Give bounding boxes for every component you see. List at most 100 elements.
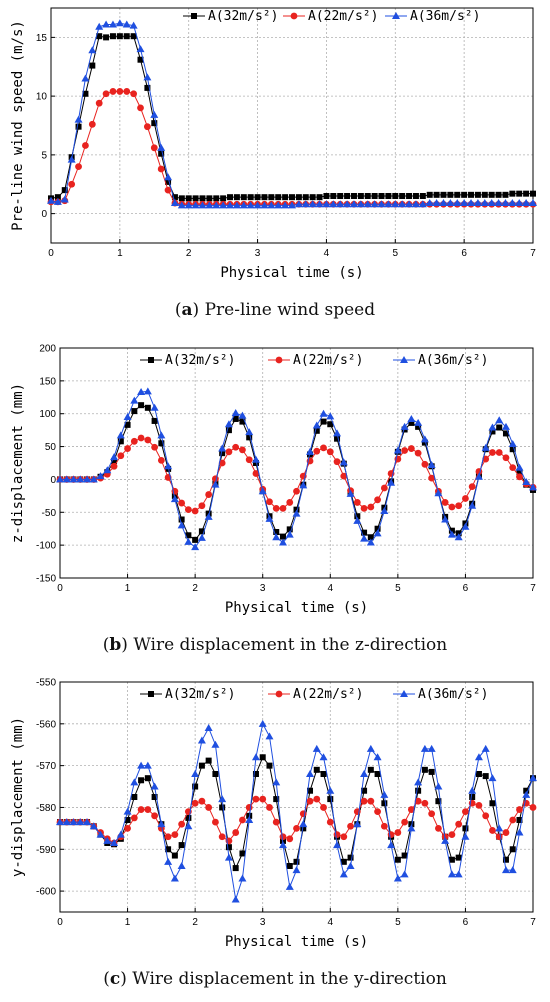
data-point: [266, 804, 273, 811]
data-point: [312, 421, 321, 429]
data-point: [150, 782, 159, 790]
series-line: [50, 35, 533, 199]
data-point: [245, 428, 254, 436]
data-point: [184, 201, 193, 209]
data-point: [96, 472, 105, 480]
data-point: [239, 446, 246, 454]
data-point: [378, 193, 385, 199]
data-point: [157, 143, 166, 151]
data-point: [198, 762, 205, 769]
y-tick-label: -600: [36, 887, 56, 898]
data-point: [197, 533, 206, 541]
data-point: [421, 799, 429, 807]
y-tick-label: 10: [36, 92, 48, 103]
data-point: [295, 194, 302, 201]
y-tick-label: 150: [39, 376, 56, 387]
caption-b: (b) Wire displacement in the z-direction: [102, 635, 448, 655]
data-point: [164, 186, 172, 194]
data-point: [178, 195, 185, 202]
data-point: [398, 200, 407, 208]
x-tick-label: 5: [395, 917, 401, 928]
data-point: [515, 199, 524, 207]
data-point: [239, 201, 248, 209]
data-point: [367, 766, 374, 773]
legend-label: A(32m/s²): [208, 9, 278, 24]
data-point: [319, 409, 328, 417]
data-point: [516, 806, 523, 813]
caption-letter: a: [181, 300, 193, 320]
data-point: [319, 753, 328, 761]
data-point: [102, 90, 110, 98]
data-point: [68, 180, 76, 188]
data-point: [218, 444, 227, 452]
data-point: [232, 865, 239, 872]
data-point: [481, 191, 488, 198]
data-point: [130, 778, 139, 786]
data-point: [408, 419, 415, 426]
data-point: [415, 787, 422, 794]
data-point: [489, 449, 496, 456]
data-point: [469, 794, 476, 800]
data-point: [502, 430, 509, 437]
data-point: [330, 193, 337, 199]
data-point: [150, 110, 159, 118]
data-point: [124, 445, 131, 452]
data-point: [299, 820, 308, 828]
data-point: [177, 862, 186, 869]
data-point: [447, 191, 454, 198]
data-point: [110, 453, 119, 461]
data-point: [455, 820, 463, 828]
data-point: [415, 423, 422, 430]
y-axis-label: y-displacement (mm): [10, 717, 26, 877]
data-point: [353, 516, 362, 524]
data-point: [265, 514, 274, 522]
legend-label: A(36m/s²): [418, 353, 488, 368]
data-point: [122, 20, 131, 28]
data-point: [434, 782, 443, 790]
y-tick-label: -580: [36, 803, 56, 814]
data-point: [137, 434, 145, 442]
data-point: [392, 193, 399, 199]
data-point: [274, 201, 283, 209]
x-tick-label: 0: [48, 248, 54, 259]
y-tick-label: 200: [39, 344, 56, 355]
data-point: [468, 191, 475, 198]
legend-marker: [148, 357, 154, 363]
data-point: [279, 504, 287, 512]
data-point: [419, 193, 426, 199]
data-point: [197, 736, 206, 744]
data-point: [225, 448, 233, 456]
data-point: [301, 200, 310, 208]
data-point: [454, 533, 463, 541]
data-point: [329, 200, 338, 208]
data-point: [300, 825, 307, 832]
data-point: [62, 475, 71, 483]
data-point: [88, 120, 96, 128]
data-point: [279, 533, 286, 540]
data-point: [468, 483, 476, 491]
data-point: [130, 437, 138, 445]
data-point: [192, 783, 199, 790]
data-point: [357, 193, 364, 199]
data-point: [401, 818, 409, 826]
data-point: [131, 408, 138, 415]
x-axis-label: Physical time (s): [220, 265, 363, 281]
data-point: [157, 431, 166, 439]
x-tick-label: 7: [530, 583, 536, 594]
legend-label: A(22m/s²): [293, 353, 363, 368]
data-point: [454, 191, 461, 198]
data-point: [356, 200, 365, 208]
data-point: [273, 796, 280, 803]
data-point: [130, 814, 138, 822]
data-point: [421, 439, 428, 446]
data-point: [260, 201, 269, 209]
data-point: [76, 818, 85, 826]
data-point: [96, 830, 105, 838]
data-point: [158, 440, 165, 447]
data-point: [198, 502, 206, 510]
data-point: [474, 191, 481, 198]
data-point: [474, 753, 483, 761]
data-point: [144, 84, 151, 91]
data-point: [426, 191, 433, 198]
data-point: [347, 822, 354, 830]
